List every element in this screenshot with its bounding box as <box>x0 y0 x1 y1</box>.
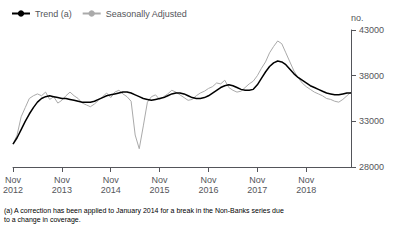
svg-text:no.: no. <box>351 13 364 23</box>
svg-text:38000: 38000 <box>359 71 384 81</box>
svg-text:2014: 2014 <box>101 185 121 195</box>
svg-text:(a) A correction has been appl: (a) A correction has been applied to Jan… <box>4 207 284 215</box>
svg-text:43000: 43000 <box>359 25 384 35</box>
svg-text:to a change in coverage.: to a change in coverage. <box>4 216 81 224</box>
svg-text:28000: 28000 <box>359 162 384 172</box>
svg-text:Seasonally Adjusted: Seasonally Adjusted <box>106 9 187 19</box>
svg-text:Nov: Nov <box>5 175 22 185</box>
svg-text:Nov: Nov <box>200 175 217 185</box>
svg-text:Nov: Nov <box>103 175 120 185</box>
svg-text:Nov: Nov <box>54 175 71 185</box>
svg-text:Nov: Nov <box>298 175 315 185</box>
svg-text:Nov: Nov <box>249 175 266 185</box>
svg-text:2016: 2016 <box>198 185 218 195</box>
svg-text:2012: 2012 <box>3 185 23 195</box>
svg-text:2017: 2017 <box>247 185 267 195</box>
svg-text:2018: 2018 <box>296 185 316 195</box>
svg-text:2015: 2015 <box>150 185 170 195</box>
svg-text:2013: 2013 <box>52 185 72 195</box>
svg-text:33000: 33000 <box>359 116 384 126</box>
svg-text:Nov: Nov <box>152 175 169 185</box>
svg-text:Trend (a): Trend (a) <box>35 9 72 19</box>
